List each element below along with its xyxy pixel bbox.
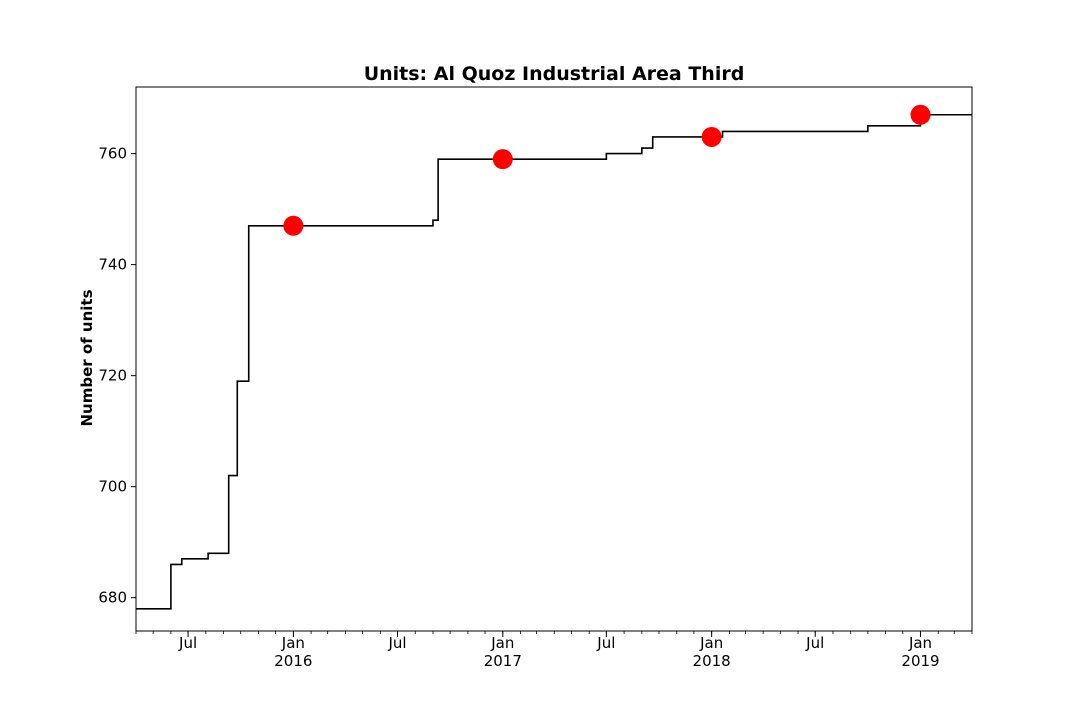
series-marker-point [701,126,722,147]
x-tick-label: Jul [178,634,197,652]
x-tick-year-label: 2016 [274,652,312,670]
x-tick-year-label: 2018 [693,652,731,670]
y-axis-label: Number of units [78,289,96,426]
plot-frame [135,86,973,632]
series-step-line [136,113,972,610]
x-tick-year-label: 2019 [901,652,939,670]
y-tick-label: 680 [98,589,127,607]
series-marker-point [910,104,931,125]
y-tick-label: 760 [98,145,127,163]
chart-title: Units: Al Quoz Industrial Area Third [364,63,745,85]
y-tick-label: 700 [98,478,127,496]
x-tick-year-label: 2017 [484,652,522,670]
y-tick-label: 720 [98,367,127,385]
x-tick-label: Jul [596,634,615,652]
x-tick-label: Jul [387,634,406,652]
x-tick-label: Jan [490,634,514,652]
x-tick-label: Jan [908,634,932,652]
series-marker-point [283,215,304,236]
series-marker-point [492,149,513,170]
y-tick-label: 740 [98,256,127,274]
x-tick-label: Jan [699,634,723,652]
x-tick-label: Jan [281,634,305,652]
x-tick-label: Jul [805,634,824,652]
